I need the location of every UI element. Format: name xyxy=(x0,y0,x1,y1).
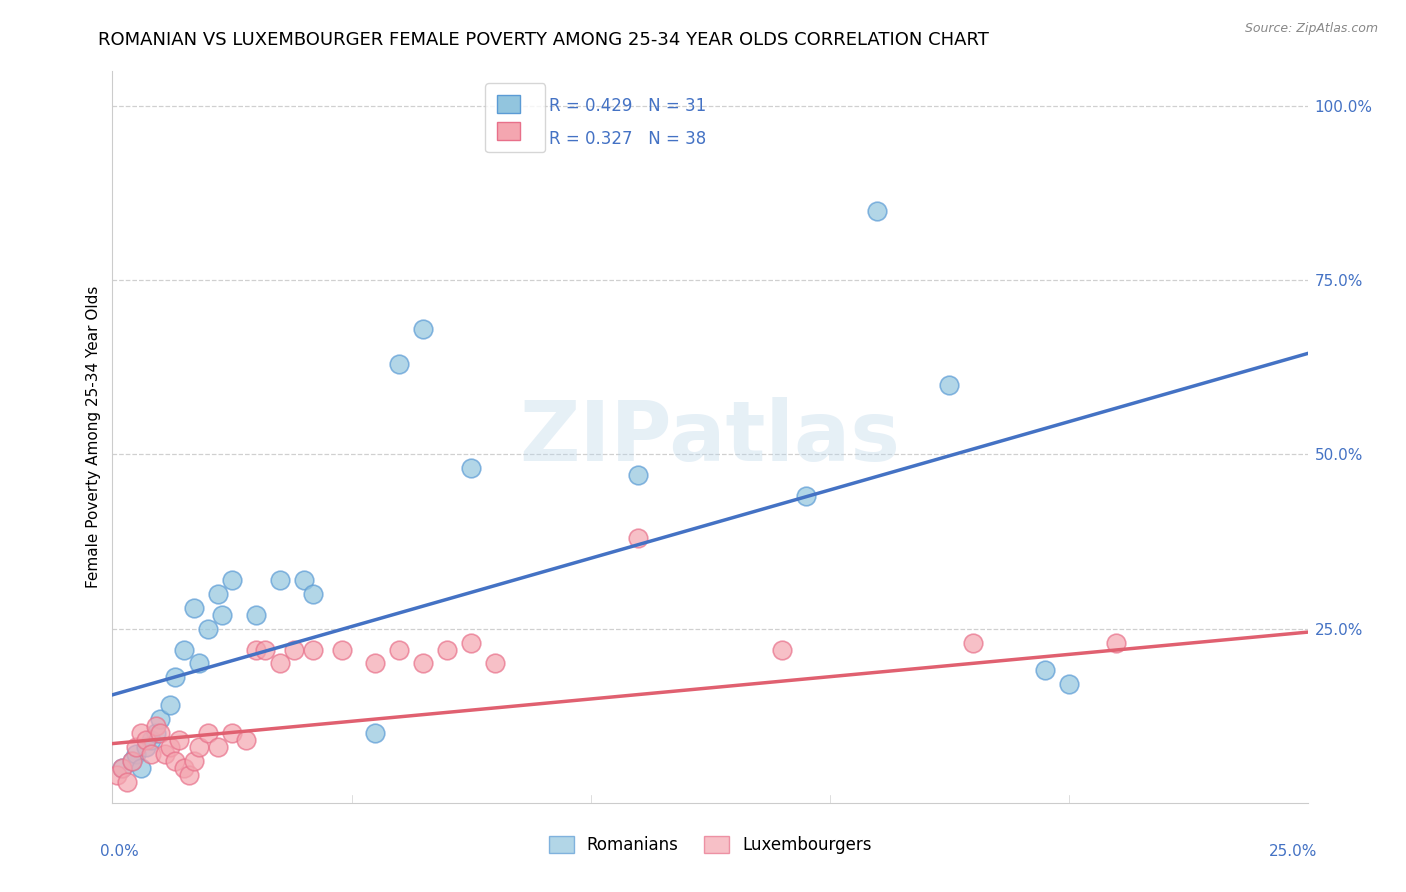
Point xyxy=(388,357,411,371)
Point xyxy=(627,468,650,483)
Point xyxy=(163,754,186,768)
Point xyxy=(197,726,219,740)
Text: R = 0.429   N = 31: R = 0.429 N = 31 xyxy=(548,97,706,115)
Point xyxy=(183,754,205,768)
Point xyxy=(207,587,229,601)
Point xyxy=(436,642,458,657)
Text: ZIPatlas: ZIPatlas xyxy=(520,397,900,477)
Point xyxy=(149,712,172,726)
Text: Source: ZipAtlas.com: Source: ZipAtlas.com xyxy=(1244,22,1378,36)
Point xyxy=(1105,635,1128,649)
Point xyxy=(388,642,411,657)
Point xyxy=(149,726,172,740)
Point xyxy=(111,761,134,775)
Point xyxy=(183,600,205,615)
Point xyxy=(173,642,195,657)
Text: ROMANIAN VS LUXEMBOURGER FEMALE POVERTY AMONG 25-34 YEAR OLDS CORRELATION CHART: ROMANIAN VS LUXEMBOURGER FEMALE POVERTY … xyxy=(98,31,990,49)
Point xyxy=(163,670,186,684)
Point xyxy=(938,377,960,392)
Point xyxy=(235,733,257,747)
Point xyxy=(292,573,315,587)
Text: R = 0.327   N = 38: R = 0.327 N = 38 xyxy=(548,130,706,148)
Point xyxy=(169,733,191,747)
Point xyxy=(330,642,353,657)
Point xyxy=(866,203,889,218)
Point xyxy=(135,740,157,755)
Point xyxy=(145,726,167,740)
Point xyxy=(125,740,148,755)
Point xyxy=(111,761,134,775)
Point xyxy=(159,740,181,755)
Point xyxy=(460,461,482,475)
Point xyxy=(221,573,243,587)
Point xyxy=(145,719,167,733)
Point xyxy=(105,768,128,782)
Point xyxy=(794,489,817,503)
Point xyxy=(207,740,229,755)
Point xyxy=(1057,677,1080,691)
Point xyxy=(221,726,243,740)
Legend: Romanians, Luxembourgers: Romanians, Luxembourgers xyxy=(538,826,882,864)
Point xyxy=(254,642,277,657)
Point xyxy=(364,726,387,740)
Point xyxy=(135,733,157,747)
Point xyxy=(139,747,162,761)
Text: 0.0%: 0.0% xyxy=(100,845,139,859)
Text: 25.0%: 25.0% xyxy=(1270,845,1317,859)
Point xyxy=(197,622,219,636)
Point xyxy=(187,657,209,671)
Point xyxy=(121,754,143,768)
Point xyxy=(770,642,793,657)
Point xyxy=(153,747,176,761)
Point xyxy=(115,775,138,789)
Point xyxy=(245,642,267,657)
Point xyxy=(412,657,434,671)
Point xyxy=(245,607,267,622)
Point xyxy=(211,607,233,622)
Point xyxy=(627,531,650,545)
Point xyxy=(283,642,305,657)
Point xyxy=(412,322,434,336)
Point xyxy=(173,761,195,775)
Point xyxy=(460,635,482,649)
Point xyxy=(302,587,325,601)
Point xyxy=(125,747,148,761)
Point xyxy=(962,635,984,649)
Point xyxy=(269,573,291,587)
Point xyxy=(121,754,143,768)
Point xyxy=(302,642,325,657)
Point xyxy=(484,657,506,671)
Point xyxy=(139,733,162,747)
Point xyxy=(187,740,209,755)
Point xyxy=(159,698,181,713)
Point xyxy=(269,657,291,671)
Y-axis label: Female Poverty Among 25-34 Year Olds: Female Poverty Among 25-34 Year Olds xyxy=(86,286,101,588)
Point xyxy=(364,657,387,671)
Point xyxy=(177,768,200,782)
Point xyxy=(129,726,152,740)
Point xyxy=(129,761,152,775)
Point xyxy=(1033,664,1056,678)
